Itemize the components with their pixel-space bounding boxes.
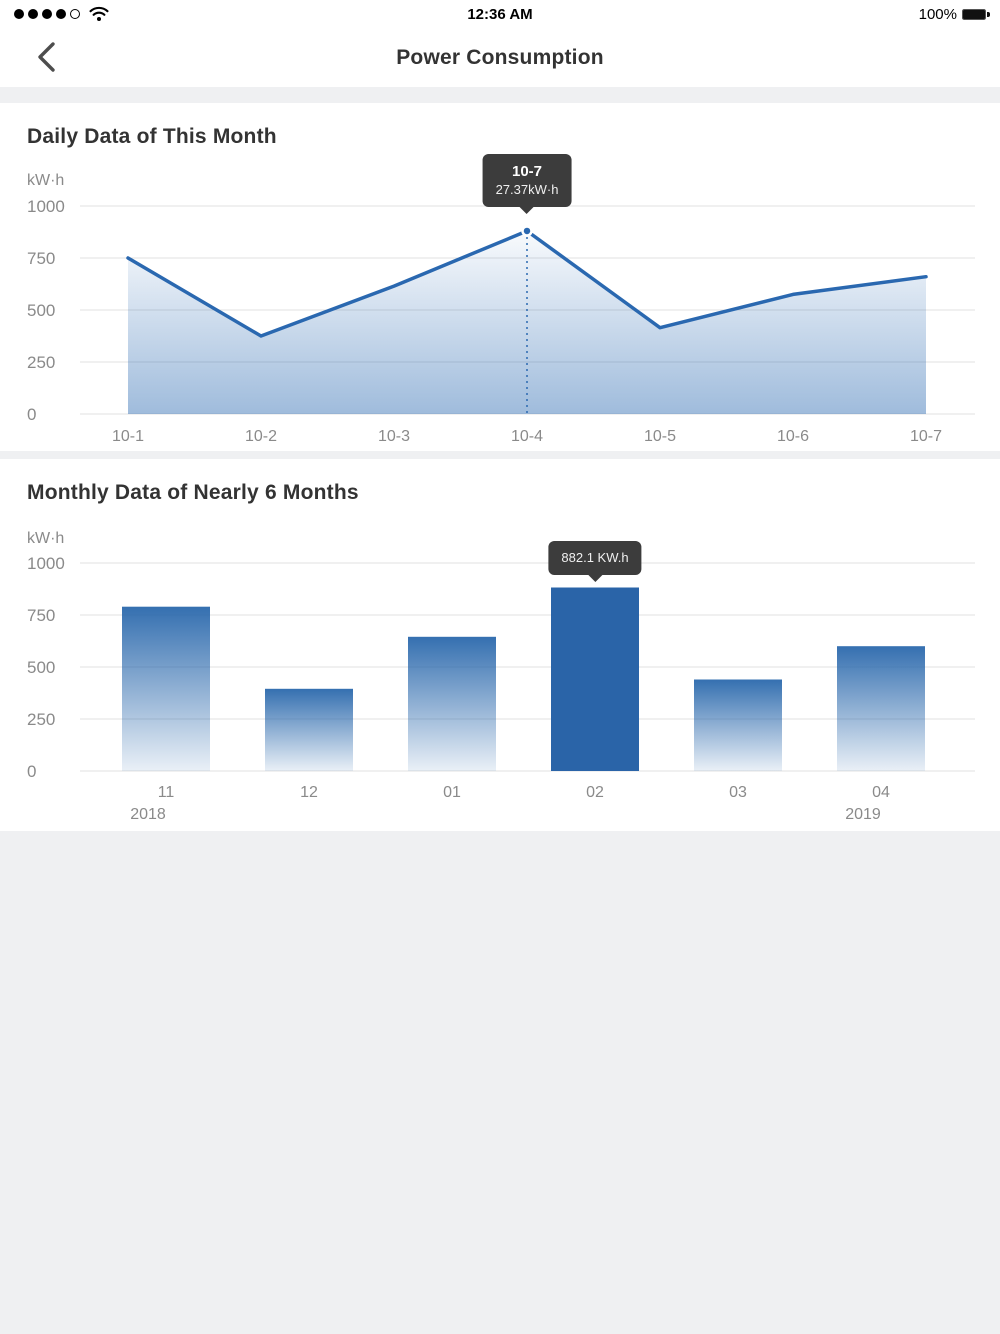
selected-data-point[interactable]: [521, 225, 533, 237]
svg-text:10-1: 10-1: [112, 428, 144, 445]
tooltip-date: 10-7: [511, 163, 543, 180]
daily-chart-title: Daily Data of This Month: [27, 125, 277, 148]
svg-text:500: 500: [27, 658, 55, 677]
bar-02[interactable]: [551, 587, 639, 772]
svg-text:10-6: 10-6: [777, 428, 809, 445]
tooltip-arrow: [520, 207, 534, 214]
daily-chart-card: Daily Data of This Month kW·h 0 250 500 750 1…: [0, 103, 1000, 451]
svg-text:12: 12: [300, 784, 318, 801]
monthly-chart-tooltip: 882.1 KW.h: [548, 541, 642, 582]
svg-text:01: 01: [443, 784, 461, 801]
tooltip-value: 882.1 KW.h: [561, 550, 629, 565]
svg-text:1000: 1000: [27, 197, 65, 216]
separator-band: [0, 451, 1000, 459]
svg-text:2019: 2019: [845, 806, 881, 823]
bar-11[interactable]: [122, 606, 210, 771]
svg-text:750: 750: [27, 606, 55, 625]
daily-line-chart[interactable]: kW·h 0 250 500 750 1000 10-1 10-2 10-3 10-4 10-5 10…: [0, 159, 1000, 451]
bar-01[interactable]: [408, 636, 496, 771]
page-title: Power Consumption: [396, 45, 604, 69]
svg-text:03: 03: [729, 784, 747, 801]
svg-text:250: 250: [27, 353, 55, 372]
bar-12[interactable]: [265, 688, 353, 771]
svg-text:1000: 1000: [27, 554, 65, 573]
wifi-icon: [89, 6, 109, 21]
nav-bar: Power Consumption: [0, 28, 1000, 87]
status-bar: 12:36 AM 100%: [0, 0, 1000, 28]
svg-text:10-3: 10-3: [378, 428, 410, 445]
svg-text:04: 04: [872, 784, 890, 801]
svg-text:10-7: 10-7: [910, 428, 942, 445]
tooltip-arrow: [588, 575, 602, 582]
monthly-chart-card: Monthly Data of Nearly 6 Months kW·h 0 250…: [0, 459, 1000, 831]
svg-text:750: 750: [27, 249, 55, 268]
svg-text:kW·h: kW·h: [27, 530, 64, 547]
chevron-left-icon: [38, 41, 55, 72]
svg-text:10-2: 10-2: [245, 428, 277, 445]
tooltip-value: 27.37kW·h: [495, 182, 559, 197]
svg-text:02: 02: [586, 784, 604, 801]
page-background: [0, 831, 1000, 1317]
svg-text:10-4: 10-4: [511, 428, 543, 445]
battery-percent: 100%: [918, 5, 957, 23]
monthly-bar-chart[interactable]: kW·h 0 250 500 750 1000 11 12 01 02 03 04 2018 2019: [0, 515, 1000, 831]
back-button[interactable]: [24, 36, 68, 80]
daily-chart-tooltip: 10-7 27.37kW·h: [482, 154, 572, 214]
cell-signal-icon: [14, 9, 80, 19]
svg-text:11: 11: [158, 784, 175, 801]
status-time: 12:36 AM: [467, 5, 533, 23]
svg-text:10-5: 10-5: [644, 428, 676, 445]
separator-band: [0, 87, 1000, 103]
svg-text:0: 0: [27, 405, 36, 424]
svg-text:250: 250: [27, 710, 55, 729]
header: 12:36 AM 100% Power Consumption: [0, 0, 1000, 87]
svg-text:500: 500: [27, 301, 55, 320]
monthly-chart-title: Monthly Data of Nearly 6 Months: [27, 481, 359, 504]
battery-icon: [962, 8, 990, 20]
svg-text:2018: 2018: [130, 806, 166, 823]
svg-text:0: 0: [27, 762, 36, 781]
svg-text:kW·h: kW·h: [27, 172, 64, 189]
bar-04[interactable]: [837, 646, 925, 771]
bar-03[interactable]: [694, 679, 782, 772]
